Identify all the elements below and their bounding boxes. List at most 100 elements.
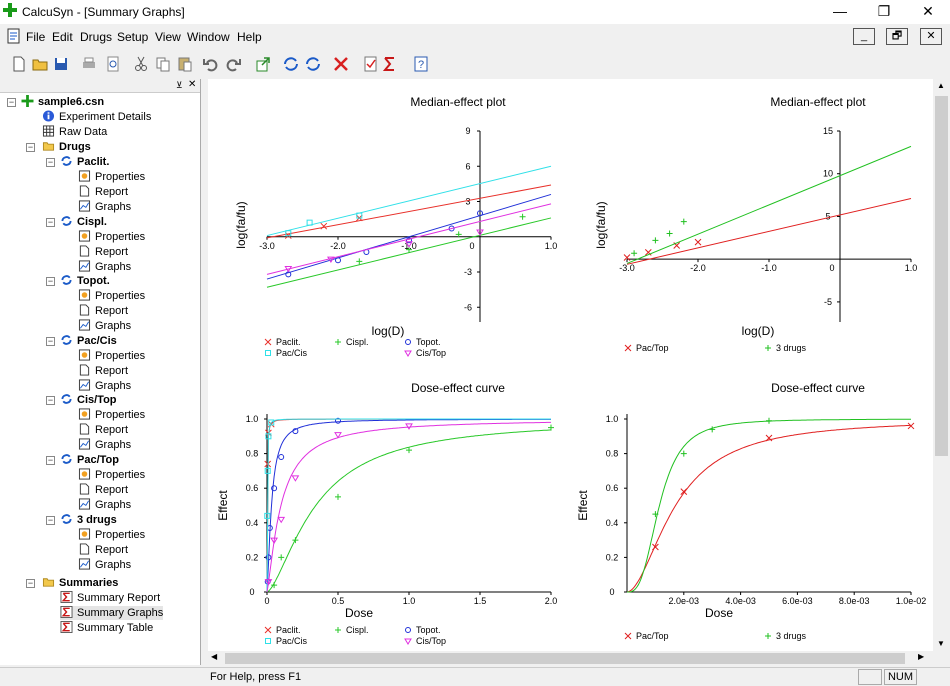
print-preview-icon[interactable]	[104, 55, 122, 73]
tree-drug-properties[interactable]: Properties	[78, 468, 145, 482]
redo-icon[interactable]	[224, 55, 242, 73]
cut-icon[interactable]	[132, 55, 150, 73]
tree-summaries-folder[interactable]: Summaries	[42, 576, 118, 590]
splitter[interactable]	[201, 79, 207, 665]
refresh-icon[interactable]	[304, 55, 322, 73]
x-tick-label: 0	[829, 263, 834, 273]
menu-drugs[interactable]: Drugs	[80, 30, 113, 44]
horizontal-scrollbar[interactable]: ◀ ▶	[208, 651, 933, 666]
tree-summary-graphs[interactable]: Summary Graphs	[60, 606, 164, 620]
tree-drug-properties[interactable]: Properties	[78, 230, 145, 244]
tree-summary-table[interactable]: Summary Table	[60, 621, 153, 635]
export-icon[interactable]	[254, 55, 272, 73]
open-folder-icon[interactable]	[31, 55, 49, 73]
collapse-drug-toggle[interactable]: −	[46, 395, 55, 406]
menu-file[interactable]: File	[26, 30, 46, 44]
collapse-drug-toggle[interactable]: −	[46, 455, 55, 465]
paste-icon[interactable]	[176, 55, 194, 73]
tree-label: Graphs	[95, 201, 132, 213]
collapse-drug-toggle[interactable]: −	[46, 157, 55, 167]
collapse-root-toggle[interactable]: −	[7, 97, 16, 107]
collapse-drug-toggle[interactable]: −	[46, 514, 55, 525]
y-tick-label: 0.8	[606, 449, 619, 459]
collapse-drug-toggle[interactable]: −	[46, 276, 55, 287]
tree-drug-graphs[interactable]: Graphs	[78, 558, 131, 572]
tree-drug-report[interactable]: Report	[78, 304, 128, 318]
mdi-minimize-button[interactable]: _	[853, 28, 875, 45]
menu-edit[interactable]: Edit	[52, 30, 73, 44]
menu-view[interactable]: View	[155, 30, 181, 44]
tree-close-icon[interactable]: ✕	[188, 79, 197, 90]
tree-drug-report[interactable]: Report	[78, 423, 128, 437]
maximize-window-button[interactable]: ❐	[877, 3, 891, 19]
scroll-up-arrow[interactable]: ▲	[937, 81, 945, 90]
tree-drug-2[interactable]: Topot.	[60, 274, 110, 288]
tree-label: Cispl.	[77, 215, 107, 228]
tree-raw-data[interactable]: Raw Data	[42, 125, 107, 139]
fitted-curve	[627, 418, 911, 593]
tree-drug-graphs[interactable]: Graphs	[78, 438, 131, 452]
tree-drug-properties[interactable]: Properties	[78, 408, 145, 422]
close-window-button[interactable]: ✕	[922, 3, 934, 19]
summary-sigma-icon[interactable]	[382, 55, 400, 73]
mdi-restore-button[interactable]: 🗗	[886, 28, 908, 45]
tree-drug-graphs[interactable]: Graphs	[78, 200, 131, 214]
tree-experiment-details[interactable]: Experiment Details	[42, 110, 151, 124]
horizontal-scroll-thumb[interactable]	[225, 653, 905, 664]
new-file-icon[interactable]	[10, 55, 28, 73]
mdi-close-button[interactable]: ✕	[920, 28, 942, 45]
tree-drug-report[interactable]: Report	[78, 364, 128, 378]
tree-drug-properties[interactable]: Properties	[78, 528, 145, 542]
tree-root-file[interactable]: sample6.csn	[21, 95, 104, 109]
tree-drug-graphs[interactable]: Graphs	[78, 260, 131, 274]
report-check-icon[interactable]	[362, 55, 380, 73]
regression-line	[266, 184, 552, 239]
copy-icon[interactable]	[154, 55, 172, 73]
tree-drug-4[interactable]: Cis/Top	[60, 393, 117, 407]
tree-drug-properties[interactable]: Properties	[78, 170, 145, 184]
vertical-scrollbar[interactable]: ▲ ▼	[933, 79, 950, 652]
tree-drug-graphs[interactable]: Graphs	[78, 498, 131, 512]
menu-window[interactable]: Window	[187, 30, 230, 44]
menu-setup[interactable]: Setup	[117, 30, 149, 44]
tree-drug-report[interactable]: Report	[78, 245, 128, 259]
tree-drug-6[interactable]: 3 drugs	[60, 513, 117, 527]
tree-drug-graphs[interactable]: Graphs	[78, 379, 131, 393]
legend-marker	[264, 338, 272, 346]
tree-drug-0[interactable]: Paclit.	[60, 155, 109, 169]
tree-drug-5[interactable]: Pac/Top	[60, 453, 119, 467]
scroll-down-arrow[interactable]: ▼	[937, 639, 945, 648]
print-icon[interactable]	[80, 55, 98, 73]
refresh-up-icon[interactable]	[282, 55, 300, 73]
collapse-summaries-toggle[interactable]: −	[26, 578, 35, 588]
tree-drug-graphs[interactable]: Graphs	[78, 319, 131, 333]
tree-label: Properties	[95, 469, 146, 481]
delete-icon[interactable]	[332, 55, 350, 73]
tree-drug-report[interactable]: Report	[78, 483, 128, 497]
tree-drug-report[interactable]: Report	[78, 185, 128, 199]
tree-drug-3[interactable]: Pac/Cis	[60, 334, 117, 348]
vertical-scroll-thumb[interactable]	[935, 96, 948, 456]
scroll-left-arrow[interactable]: ◀	[211, 652, 218, 661]
menu-help[interactable]: Help	[237, 30, 262, 44]
tree-drug-properties[interactable]: Properties	[78, 289, 145, 303]
undo-icon[interactable]	[202, 55, 220, 73]
scroll-right-arrow[interactable]: ▶	[918, 652, 925, 661]
collapse-drug-toggle[interactable]: −	[46, 216, 55, 227]
collapse-drugs-toggle[interactable]: −	[26, 142, 35, 152]
document-icon[interactable]	[6, 28, 22, 44]
data-point-mark	[291, 475, 300, 482]
tree-summary-report[interactable]: Summary Report	[60, 591, 160, 605]
help-icon[interactable]: ?	[412, 55, 430, 73]
tree-drug-report[interactable]: Report	[78, 543, 128, 557]
save-icon[interactable]	[52, 55, 70, 73]
tree-drugs-folder[interactable]: Drugs	[42, 140, 91, 154]
minimize-window-button[interactable]: —	[833, 3, 847, 19]
legend-marker	[265, 350, 271, 356]
tree-drug-1[interactable]: Cispl.	[60, 215, 107, 229]
tree-label: Summary Graphs	[77, 607, 164, 619]
tree-drug-properties[interactable]: Properties	[78, 349, 145, 363]
tree-pin-icon[interactable]: ⊻	[176, 80, 183, 90]
collapse-drug-toggle[interactable]: −	[46, 335, 55, 346]
y-tick-label: 0.6	[606, 483, 619, 493]
